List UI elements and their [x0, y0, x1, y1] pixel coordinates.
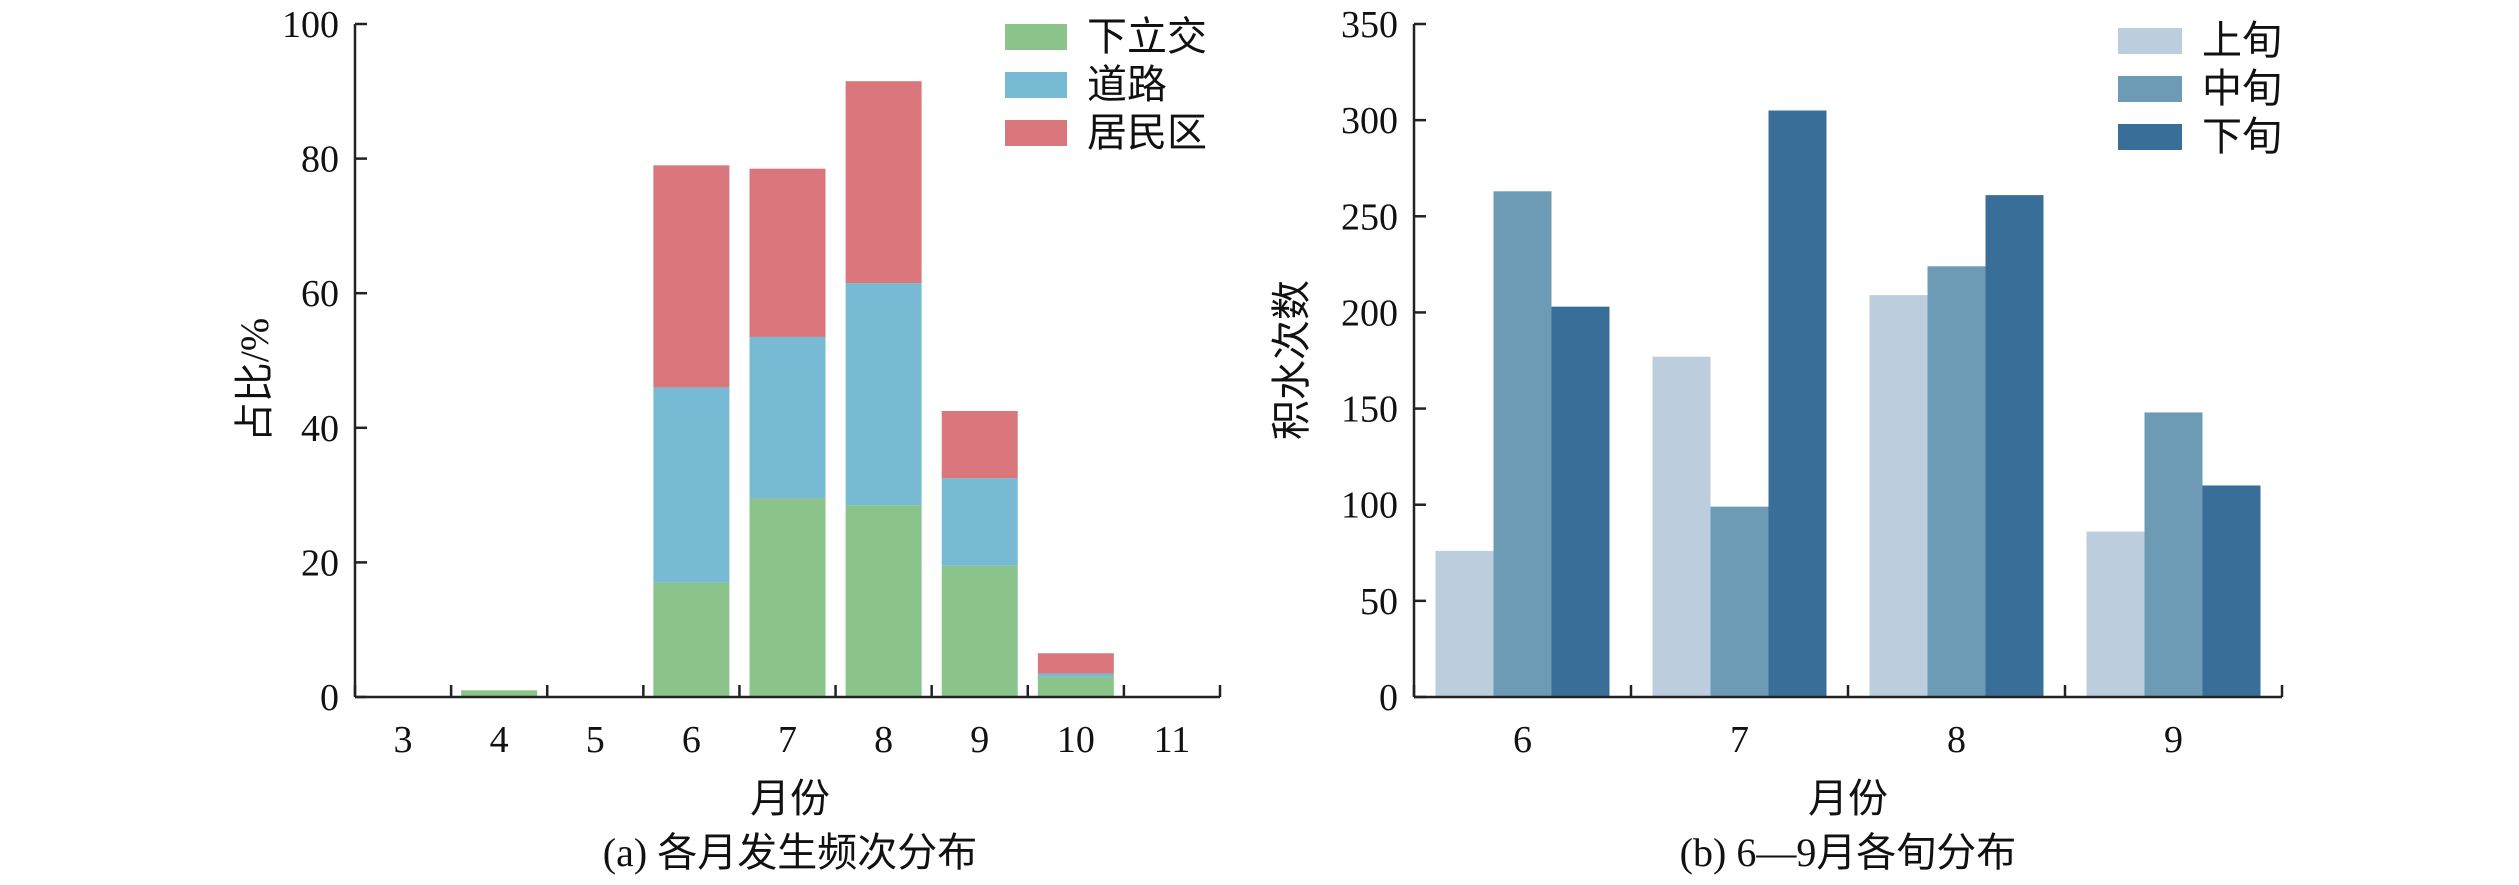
bar-a-6-s1	[653, 387, 730, 583]
bar-b-8-s2	[1985, 195, 2044, 698]
y-tick-label-a-60: 60	[301, 273, 339, 315]
bar-b-7-s1	[1710, 506, 1769, 697]
bar-a-8-s2	[845, 81, 922, 284]
y-tick-label-a-0: 0	[320, 677, 339, 719]
x-tick-label-a-8: 8	[874, 719, 893, 761]
bar-a-9-s1	[941, 478, 1018, 566]
bar-a-10-s0	[1037, 676, 1114, 697]
bar-b-6-s0	[1435, 550, 1494, 697]
bar-b-9-s0	[2086, 531, 2145, 697]
y-tick-label-b-200: 200	[1341, 292, 1398, 334]
y-tick-label-a-20: 20	[301, 542, 339, 584]
bar-b-6-s2	[1551, 306, 1610, 697]
y-tick-label-b-0: 0	[1379, 677, 1398, 719]
x-axis-label-a: 月份	[750, 776, 830, 821]
legend-label-a-0: 下立交	[1087, 14, 1207, 59]
chart-a: 0 20 40 60 80 100 3 4 5 6 7 8 9 10 11 月份 占比/% (a) 各月发生频次分…	[232, 4, 1222, 875]
legend-swatch-a-2	[1005, 120, 1067, 146]
legend-label-b-2: 下旬	[2202, 114, 2282, 159]
bar-a-7-s0	[749, 498, 826, 697]
bar-a-6-s0	[653, 582, 730, 697]
legend-label-b-1: 中旬	[2202, 66, 2282, 111]
bar-b-9-s2	[2202, 485, 2261, 697]
bar-a-4-s0	[461, 690, 538, 697]
y-tick-label-b-300: 300	[1341, 100, 1398, 142]
bar-a-7-s1	[749, 336, 826, 499]
bar-b-6-s1	[1493, 191, 1552, 697]
y-tick-label-a-40: 40	[301, 408, 339, 450]
y-axis-label-a: 占比/%	[232, 318, 277, 442]
x-tick-label-a-9: 9	[970, 719, 989, 761]
y-tick-label-b-350: 350	[1341, 4, 1398, 46]
bar-b-8-s0	[1869, 295, 1928, 697]
y-tick-label-b-250: 250	[1341, 196, 1398, 238]
x-tick-label-a-4: 4	[490, 719, 509, 761]
legend-label-a-2: 居民区	[1087, 110, 1207, 155]
bar-b-8-s1	[1927, 266, 1986, 697]
x-tick-label-b-8: 8	[1947, 719, 1966, 761]
bar-b-7-s2	[1768, 110, 1827, 698]
caption-b: (b) 6—9月各旬分布	[1680, 830, 2017, 875]
legend-swatch-b-2	[2118, 124, 2182, 150]
bar-a-10-s1	[1037, 673, 1114, 677]
bar-a-10-s2	[1037, 653, 1114, 674]
legend-swatch-b-1	[2118, 76, 2182, 102]
chart-b: 0 50 100 150 200 250 300 350 6 7 8 9 月份 积水次数 (b) 6—9月各…	[1269, 4, 2284, 875]
bar-a-8-s0	[845, 505, 922, 697]
legend-label-a-1: 道路	[1087, 62, 1167, 107]
bar-a-8-s1	[845, 283, 922, 506]
x-tick-label-a-3: 3	[394, 719, 413, 761]
bar-a-7-s2	[749, 168, 826, 337]
bar-a-9-s0	[941, 565, 1018, 697]
x-tick-label-a-6: 6	[682, 719, 701, 761]
caption-a: (a) 各月发生频次分布	[603, 830, 977, 875]
legend-swatch-a-1	[1005, 72, 1067, 98]
x-tick-label-b-9: 9	[2164, 719, 2183, 761]
x-tick-label-b-7: 7	[1730, 719, 1749, 761]
y-tick-label-a-100: 100	[282, 4, 339, 46]
legend-swatch-a-0	[1005, 24, 1067, 50]
x-tick-label-a-10: 10	[1057, 719, 1095, 761]
bar-b-7-s0	[1652, 356, 1711, 697]
y-axis-label-b: 积水次数	[1269, 280, 1314, 440]
x-tick-label-a-11: 11	[1154, 719, 1191, 761]
x-tick-label-b-6: 6	[1513, 719, 1532, 761]
legend-swatch-b-0	[2118, 28, 2182, 54]
x-tick-label-a-5: 5	[586, 719, 605, 761]
x-axis-label-b: 月份	[1808, 776, 1888, 821]
y-tick-label-b-50: 50	[1360, 581, 1398, 623]
bar-b-9-s1	[2144, 412, 2203, 697]
bar-a-9-s2	[941, 410, 1018, 479]
bar-a-6-s2	[653, 165, 730, 388]
y-tick-label-a-80: 80	[301, 139, 339, 181]
x-tick-label-a-7: 7	[778, 719, 797, 761]
y-tick-label-b-100: 100	[1341, 485, 1398, 527]
legend-label-b-0: 上旬	[2202, 18, 2282, 63]
y-tick-label-b-150: 150	[1341, 389, 1398, 431]
